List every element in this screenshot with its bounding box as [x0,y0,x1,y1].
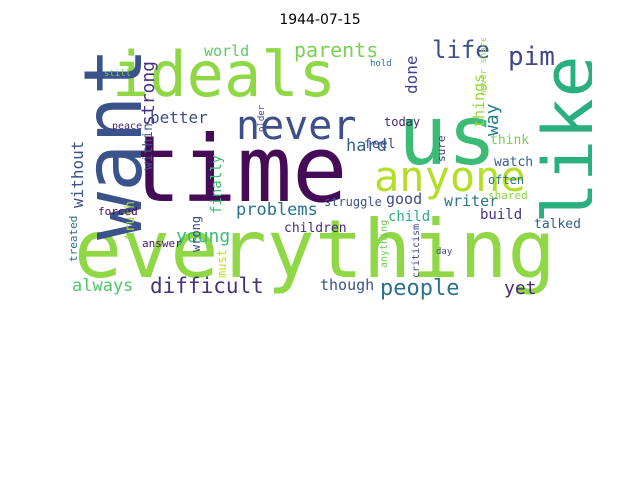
word: build [480,207,523,223]
word: peace [112,121,143,132]
word: world [204,42,250,60]
word: today [384,115,421,129]
word: young [176,226,231,247]
word: never shared [479,38,489,96]
word: problems [236,200,318,220]
word: finally [209,154,225,214]
word: talked [534,217,581,232]
word: treated [68,215,80,262]
word: struggle [324,195,382,209]
word: day [436,247,453,257]
word: better [150,108,208,127]
word: children [284,221,347,236]
word: child [388,209,431,225]
word: good [386,190,423,208]
word: way [482,103,503,136]
word: feel [364,137,396,152]
word: forced [98,205,138,218]
word: often [488,173,525,187]
word: difficult [150,274,264,298]
word: anyone [374,152,526,201]
word: sure [435,135,448,163]
word: life [432,38,490,64]
word: always [72,276,134,296]
word: anything [379,219,390,268]
word: think [490,133,530,148]
word: older [257,104,267,132]
word: time [126,116,348,223]
word: us [398,89,497,184]
word: without [68,140,87,208]
word: answer [142,237,182,250]
word: people [380,276,460,301]
word: watch [494,155,534,170]
word: writer [444,192,499,210]
word: within [141,123,156,170]
word-cloud: time everything ideals want us like neve… [68,38,592,302]
word: still [104,69,132,79]
word: must [215,249,229,278]
word: pim [508,42,555,72]
word: hold [370,59,392,69]
word: done [402,55,421,94]
word: parents [294,38,379,62]
word: criticism [411,223,422,278]
word: like [528,55,592,224]
word: never [236,103,357,149]
chart-title: 1944-07-15 [279,12,361,28]
word: yet [504,278,537,299]
word: shared [488,189,528,202]
word: wrong [189,215,203,252]
word: everything [74,203,556,296]
word: though [320,276,375,294]
word: hard [346,136,387,156]
word: ideals [112,38,336,111]
